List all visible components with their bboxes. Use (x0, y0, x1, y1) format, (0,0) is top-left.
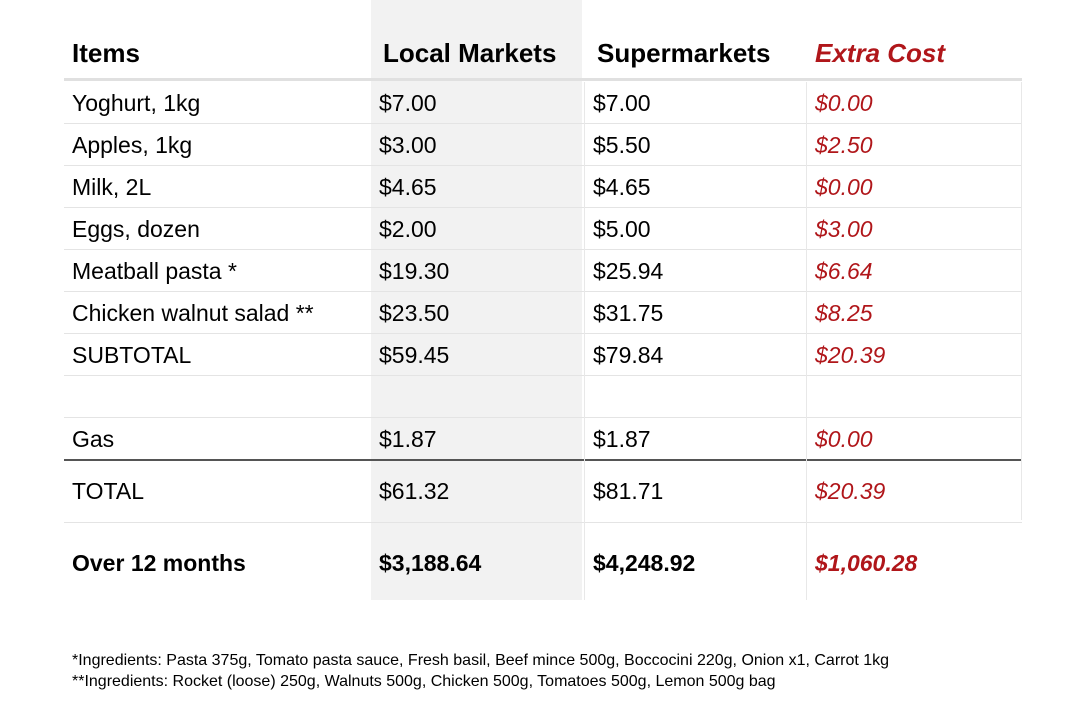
supermarket-price: $7.00 (593, 90, 651, 116)
item-name: Yoghurt, 1kg (72, 90, 201, 116)
supermarket-price: $1.87 (593, 426, 651, 452)
row-divider (64, 522, 1022, 523)
footnote-pasta: *Ingredients: Pasta 375g, Tomato pasta s… (72, 652, 890, 669)
row-divider (64, 291, 1022, 292)
extra-cost: $2.50 (815, 132, 873, 158)
extra-cost: $0.00 (815, 174, 873, 200)
row-divider (64, 417, 1022, 418)
supermarket-total: $81.71 (593, 478, 664, 504)
supermarket-price: $5.00 (593, 216, 651, 242)
local-markets-column-shading (371, 0, 582, 600)
header-items: Items (72, 38, 140, 68)
footnote-salad: **Ingredients: Rocket (loose) 250g, Waln… (72, 673, 776, 690)
header-extra-cost: Extra Cost (815, 38, 946, 68)
local-price: $1.87 (379, 426, 437, 452)
total-label: TOTAL (72, 478, 144, 504)
extra-cost: $8.25 (815, 300, 873, 326)
extra-cost-annual: $1,060.28 (815, 550, 918, 576)
row-divider (64, 333, 1022, 334)
footnotes: *Ingredients: Pasta 375g, Tomato pasta s… (72, 650, 889, 692)
annual-label: Over 12 months (72, 550, 246, 576)
supermarket-price: $4.65 (593, 174, 651, 200)
item-name: Gas (72, 426, 115, 452)
row-divider (64, 123, 1022, 124)
item-name: Meatball pasta * (72, 258, 237, 284)
extra-cost: $6.64 (815, 258, 873, 284)
local-price: $4.65 (379, 174, 437, 200)
extra-cost-subtotal: $20.39 (815, 342, 886, 368)
local-price: $3.00 (379, 132, 437, 158)
item-name: Milk, 2L (72, 174, 152, 200)
extra-cost: $0.00 (815, 90, 873, 116)
supermarket-price: $31.75 (593, 300, 664, 326)
column-divider (806, 82, 807, 600)
extra-cost-total: $20.39 (815, 478, 886, 504)
item-name: Eggs, dozen (72, 216, 200, 242)
supermarket-price: $25.94 (593, 258, 664, 284)
header-local-markets: Local Markets (383, 38, 557, 68)
row-divider (64, 165, 1022, 166)
local-total: $61.32 (379, 478, 450, 504)
extra-cost: $3.00 (815, 216, 873, 242)
subtotal-label: SUBTOTAL (72, 342, 192, 368)
column-divider (1021, 82, 1022, 520)
extra-cost: $0.00 (815, 426, 873, 452)
supermarket-price: $5.50 (593, 132, 651, 158)
local-price: $2.00 (379, 216, 437, 242)
local-price: $19.30 (379, 258, 450, 284)
row-divider (64, 249, 1022, 250)
row-divider (64, 375, 1022, 376)
row-divider (64, 207, 1022, 208)
local-price: $7.00 (379, 90, 437, 116)
local-subtotal: $59.45 (379, 342, 450, 368)
total-divider (64, 459, 1022, 461)
supermarket-subtotal: $79.84 (593, 342, 664, 368)
column-divider (584, 82, 585, 600)
item-name: Apples, 1kg (72, 132, 193, 158)
local-price: $23.50 (379, 300, 450, 326)
local-annual: $3,188.64 (379, 550, 482, 576)
header-supermarkets: Supermarkets (597, 38, 771, 68)
header-divider (64, 78, 1022, 81)
item-name: Chicken walnut salad ** (72, 300, 314, 326)
supermarket-annual: $4,248.92 (593, 550, 696, 576)
